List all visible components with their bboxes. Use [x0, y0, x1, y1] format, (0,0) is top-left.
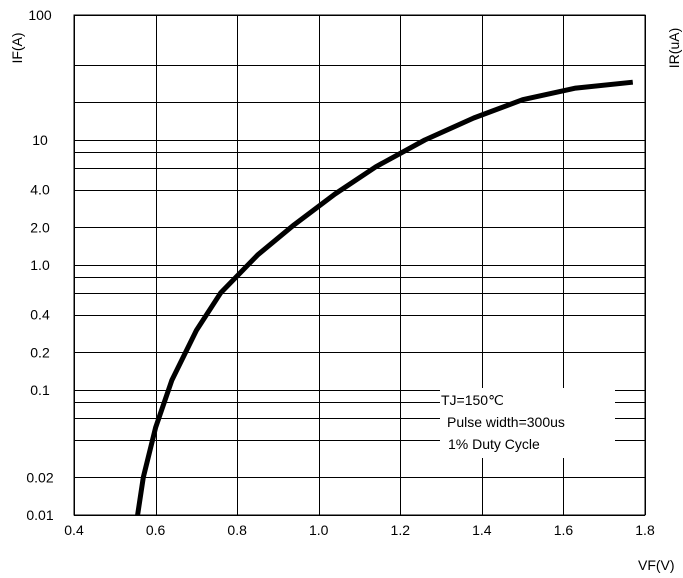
y-tick-label: 10	[32, 132, 48, 148]
y-axis-label: IF(A)	[9, 32, 25, 63]
y-tick-labels: 100 10 4.0 2.0 1.0 0.4 0.2 0.1 0.02 0.01	[26, 7, 53, 523]
x-tick-label: 1.6	[554, 522, 574, 538]
x-tick-label: 1.2	[391, 522, 411, 538]
right-axis-label: IR(uA)	[666, 28, 682, 68]
x-tick-label: 0.8	[227, 522, 247, 538]
y-tick-label: 0.2	[30, 344, 50, 360]
legend-line-2: Pulse width=300us	[447, 414, 565, 430]
legend-line-3: 1% Duty Cycle	[448, 436, 540, 452]
x-tick-labels: 0.4 0.6 0.8 1.0 1.2 1.4 1.6 1.8	[64, 522, 655, 538]
x-tick-label: 1.8	[635, 522, 655, 538]
legend-line-1: TJ=150℃	[441, 392, 504, 408]
y-tick-label: 0.4	[30, 307, 50, 323]
y-tick-label: 0.1	[30, 382, 50, 398]
y-tick-label: 1.0	[30, 257, 50, 273]
series-line-1	[135, 79, 634, 516]
legend: TJ=150℃ Pulse width=300us 1% Duty Cycle	[440, 388, 615, 458]
y-tick-label: 0.01	[26, 507, 53, 523]
x-tick-label: 1.4	[472, 522, 492, 538]
series-layer	[135, 79, 634, 516]
x-tick-label: 0.6	[146, 522, 166, 538]
y-tick-label: 0.02	[26, 469, 53, 485]
y-tick-label: 2.0	[30, 219, 50, 235]
y-tick-label: 4.0	[30, 182, 50, 198]
x-tick-label: 1.0	[309, 522, 329, 538]
legend-box	[440, 388, 615, 458]
x-tick-label: 0.4	[64, 522, 84, 538]
plot-frame	[73, 14, 646, 516]
x-axis-label: VF(V)	[638, 557, 675, 573]
y-tick-label: 100	[28, 7, 52, 23]
